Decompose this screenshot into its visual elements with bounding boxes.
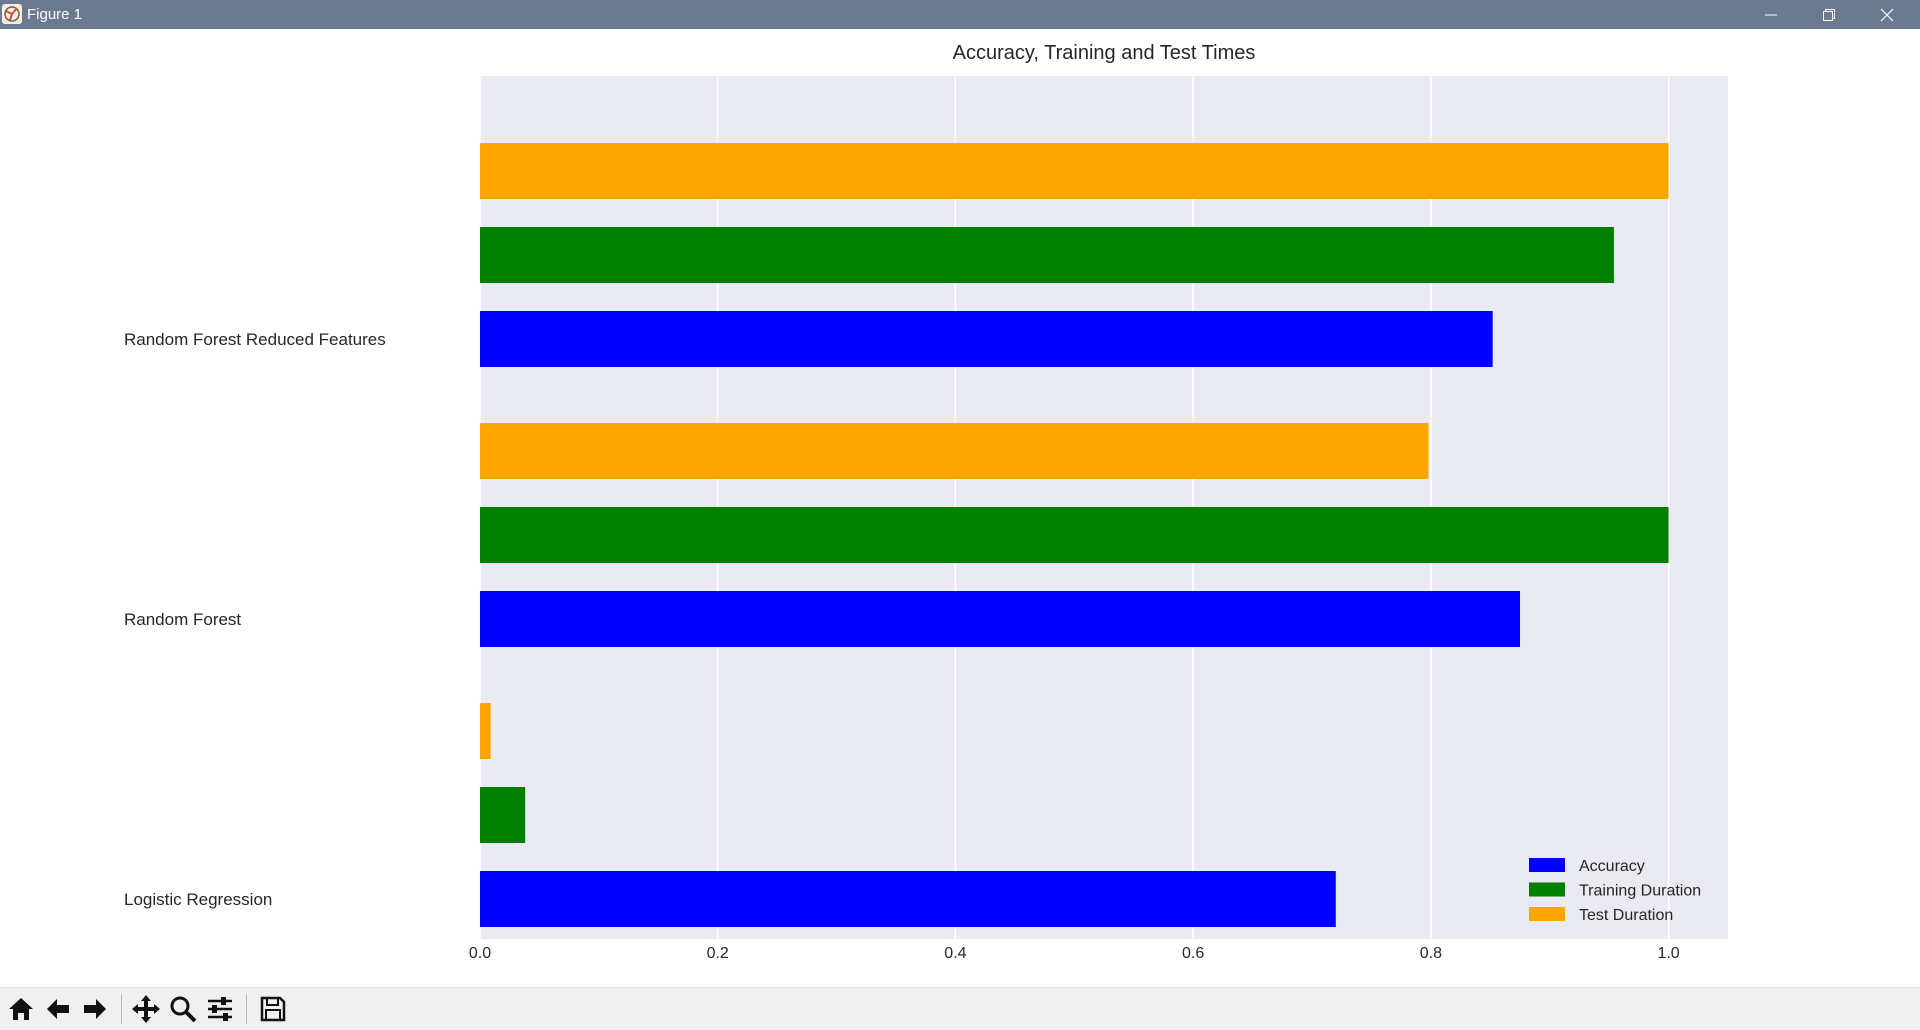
bar-training-duration [480,507,1669,563]
window-title: Figure 1 [27,6,83,23]
bar-training-duration [480,227,1614,283]
configure-subplots-button[interactable] [203,992,237,1026]
toolbar-separator [121,994,122,1024]
window-titlebar: Figure 1 [0,0,1920,29]
x-tick-label: 1.0 [1657,945,1679,962]
bar-chart: 0.0 0.2 0.4 0.6 0.8 1.0 Logistic Regression Ra… [124,42,1728,962]
pan-button[interactable] [129,992,163,1026]
legend-swatch [1529,882,1565,897]
restore-button[interactable] [1800,0,1858,29]
x-tick-label: 0.4 [944,945,966,962]
bar-training-duration [480,787,526,843]
save-icon [260,996,286,1022]
chart-title: Accuracy, Training and Test Times [953,42,1256,64]
home-icon [9,998,33,1020]
bar-accuracy [480,311,1493,367]
bar-accuracy [480,871,1336,927]
legend-label: Training Duration [1579,883,1701,900]
y-category-labels: Logistic Regression Random Forest Random F… [124,330,386,909]
legend: Accuracy Training Duration Test Duration [1529,858,1701,924]
category-label: Logistic Regression [124,890,272,909]
legend-swatch [1529,907,1565,921]
home-button[interactable] [4,992,38,1026]
close-button[interactable] [1858,0,1916,29]
bar-test-duration [480,423,1429,479]
back-button[interactable] [41,992,75,1026]
zoom-icon [170,996,197,1023]
x-tick-label: 0.6 [1182,945,1204,962]
save-button[interactable] [256,992,290,1026]
configure-subplots-icon [208,997,232,1021]
bar-test-duration [480,143,1669,199]
legend-swatch [1529,858,1565,872]
zoom-button[interactable] [166,992,200,1026]
figure-canvas[interactable]: 0.0 0.2 0.4 0.6 0.8 1.0 Logistic Regression Ra… [0,29,1920,987]
matplotlib-app-icon [2,4,22,24]
forward-arrow-icon [84,999,106,1019]
x-tick-label: 0.2 [707,945,729,962]
category-label: Random Forest Reduced Features [124,330,386,349]
navigation-toolbar [0,987,1920,1030]
x-tick-label: 0.8 [1420,945,1442,962]
toolbar-separator [246,994,247,1024]
x-tick-labels: 0.0 0.2 0.4 0.6 0.8 1.0 [469,945,1680,962]
category-label: Random Forest [124,610,241,629]
minimize-button[interactable] [1742,0,1800,29]
bar-accuracy [480,591,1520,647]
pan-icon [132,995,160,1023]
bar-test-duration [480,703,491,759]
forward-button[interactable] [78,992,112,1026]
legend-label: Test Duration [1579,907,1673,924]
back-arrow-icon [47,999,69,1019]
restore-icon [1823,8,1835,21]
bars [480,143,1669,927]
minimize-icon [1765,14,1777,15]
x-tick-label: 0.0 [469,945,491,962]
close-icon [1880,8,1894,21]
legend-label: Accuracy [1579,858,1645,875]
